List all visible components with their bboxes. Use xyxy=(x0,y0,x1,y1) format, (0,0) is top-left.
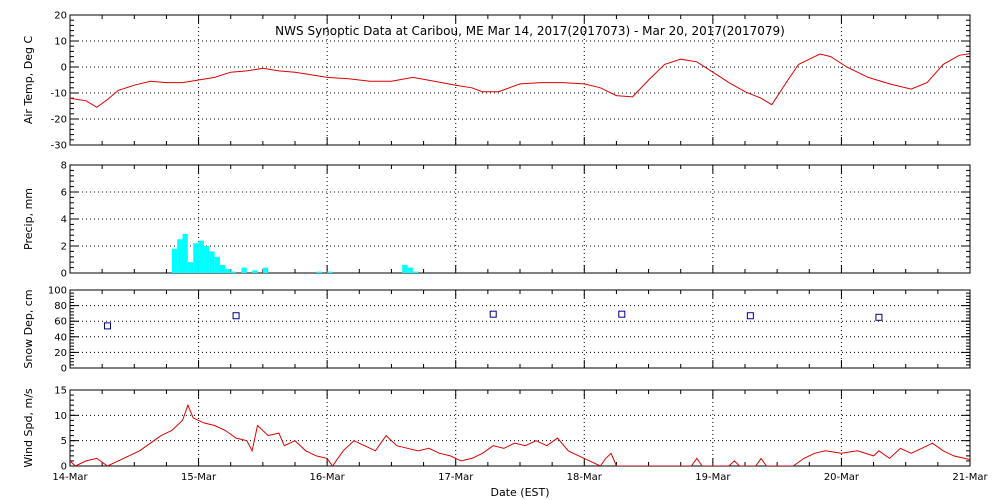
precip-bar xyxy=(203,246,210,273)
panel-data xyxy=(104,310,883,330)
precip-bar xyxy=(241,267,247,273)
panel-3: 0 20 40 60 80 100 Snow Dep, cm xyxy=(22,286,971,375)
y-tick-label: -30 xyxy=(51,141,67,152)
y-tick-label: 80 xyxy=(54,301,67,312)
y-tick-label: 5 xyxy=(61,436,67,447)
y-tick-label: 0 xyxy=(61,63,67,74)
snow-depth-point xyxy=(232,312,240,320)
y-axis-title: Air Temp, Deg C xyxy=(22,36,35,125)
panel-2: 0 2 4 6 8 Precip, mm xyxy=(22,161,971,280)
precip-bar xyxy=(230,271,237,273)
y-axis-title: Snow Dep, cm xyxy=(22,289,35,368)
y-tick-label: 8 xyxy=(61,161,67,172)
chart-title: NWS Synoptic Data at Caribou, ME Mar 14,… xyxy=(275,24,785,38)
series-line xyxy=(70,403,970,466)
x-tick-label: 19-Mar xyxy=(695,472,731,483)
precip-bar xyxy=(220,264,226,273)
panel-frame xyxy=(69,389,971,467)
x-tick-label: 17-Mar xyxy=(438,472,474,483)
y-tick-label: 40 xyxy=(54,332,67,343)
y-tick-label: 60 xyxy=(54,317,67,328)
precip-bar xyxy=(214,256,220,273)
panel-frame xyxy=(69,289,971,369)
y-tick-label: -10 xyxy=(51,89,67,100)
precip-bar xyxy=(412,271,419,273)
panel-frame xyxy=(69,164,971,274)
panel-frame xyxy=(69,14,971,146)
x-tick-label: 21-Mar xyxy=(952,472,988,483)
precip-bar xyxy=(187,262,194,273)
snow-depth-point xyxy=(746,312,754,320)
panel-data xyxy=(171,233,419,273)
y-axis-title: Precip, mm xyxy=(22,188,35,250)
precip-bar xyxy=(193,243,199,273)
panel-data xyxy=(70,53,970,108)
precip-bar xyxy=(182,233,188,273)
x-tick-label: 14-Mar xyxy=(52,472,88,483)
precip-bar xyxy=(262,267,269,273)
x-axis-title: Date (EST) xyxy=(490,486,549,499)
panel-4: 0 5 10 15 Wind Spd, m/s xyxy=(22,386,971,473)
x-tick-label: 15-Mar xyxy=(181,472,217,483)
precip-bar xyxy=(225,268,231,273)
y-tick-label: 6 xyxy=(61,188,67,199)
x-tick-label: 18-Mar xyxy=(567,472,603,483)
precip-bar xyxy=(198,240,204,273)
precip-bar xyxy=(252,270,258,273)
y-axis-title: Wind Spd, m/s xyxy=(22,388,35,468)
panels: -30 -20 -10 0 10 20 Air Temp, Deg C 0 2 4 6 8 Precip… xyxy=(22,11,988,484)
y-tick-label: 4 xyxy=(61,215,67,226)
y-tick-label: 10 xyxy=(54,37,67,48)
precip-bar xyxy=(402,264,408,273)
y-tick-label: 0 xyxy=(61,269,67,280)
y-tick-label: 15 xyxy=(54,386,67,397)
y-tick-label: 10 xyxy=(54,411,67,422)
precip-bar xyxy=(171,248,178,273)
y-tick-label: 2 xyxy=(61,242,67,253)
panel-data xyxy=(70,403,970,466)
y-tick-label: 100 xyxy=(48,286,67,297)
precip-bar xyxy=(407,267,413,273)
series-line xyxy=(70,53,970,108)
precip-bar xyxy=(316,271,322,273)
precip-bar xyxy=(177,239,183,273)
precip-bar xyxy=(209,251,215,273)
precip-bar xyxy=(327,271,333,273)
snow-depth-point xyxy=(489,310,497,318)
y-tick-label: 0 xyxy=(61,462,67,473)
x-tick-label: 20-Mar xyxy=(824,472,860,483)
y-tick-label: 20 xyxy=(54,11,67,22)
snow-depth-point xyxy=(875,313,883,321)
snow-depth-point xyxy=(618,310,626,318)
panel-1: -30 -20 -10 0 10 20 Air Temp, Deg C xyxy=(22,11,971,152)
snow-depth-point xyxy=(104,322,111,330)
x-tick-label: 16-Mar xyxy=(310,472,346,483)
y-tick-label: 20 xyxy=(54,348,67,359)
y-tick-label: 0 xyxy=(61,364,67,375)
y-tick-label: -20 xyxy=(51,115,67,126)
